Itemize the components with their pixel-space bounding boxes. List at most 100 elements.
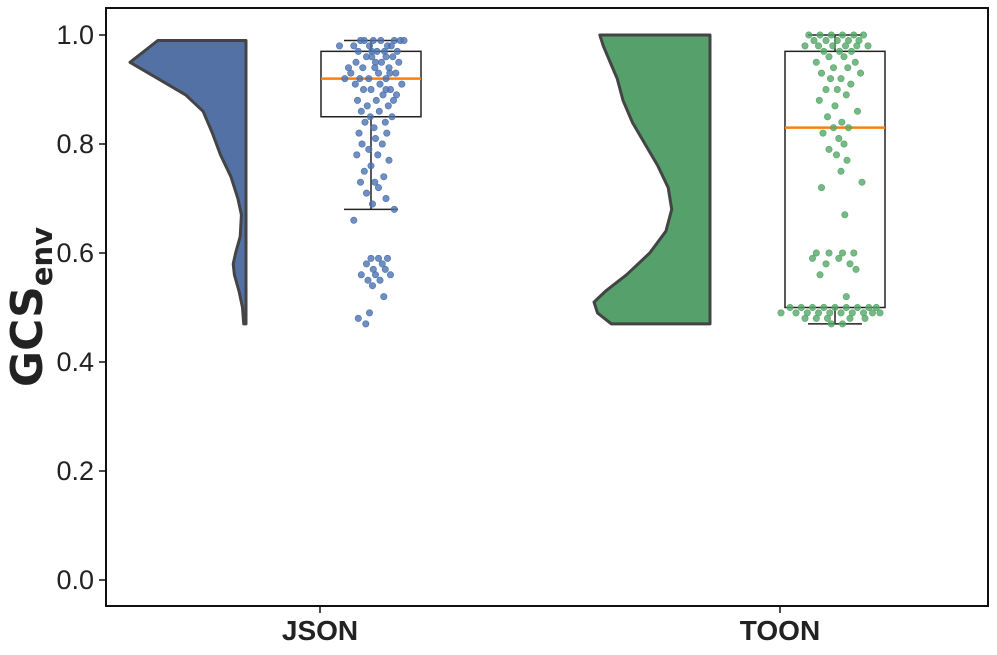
point-json [383, 129, 391, 137]
point-json [377, 36, 385, 44]
point-toon [825, 145, 833, 153]
point-toon [808, 254, 816, 262]
points-layer [335, 31, 884, 328]
point-toon [850, 31, 858, 39]
point-toon [819, 129, 827, 137]
point-toon [777, 309, 785, 317]
point-json [352, 58, 360, 66]
point-toon [852, 265, 860, 273]
plot-frame [105, 7, 989, 607]
point-json [368, 200, 376, 208]
y-tick-label: 1.0 [56, 20, 94, 50]
point-json [358, 140, 366, 148]
point-json [356, 178, 364, 186]
point-json [359, 64, 367, 72]
point-json [381, 118, 389, 126]
point-toon [842, 293, 850, 301]
point-json [375, 107, 383, 115]
violins-layer [128, 33, 712, 326]
point-toon [856, 69, 864, 77]
point-json [371, 178, 379, 186]
point-json [353, 96, 361, 104]
point-toon [817, 184, 825, 192]
point-toon [816, 271, 824, 279]
point-json [364, 276, 372, 284]
point-json [371, 135, 379, 143]
point-toon [868, 309, 876, 317]
point-toon [826, 75, 834, 83]
point-toon [853, 107, 861, 115]
point-toon [820, 47, 828, 55]
point-toon [837, 75, 845, 83]
point-toon [842, 91, 850, 99]
point-json [372, 96, 380, 104]
point-toon [853, 42, 861, 50]
point-toon [844, 64, 852, 72]
point-toon [812, 58, 820, 66]
point-json [376, 276, 384, 284]
point-json [365, 75, 373, 83]
point-json [371, 58, 379, 66]
point-json [382, 53, 390, 61]
point-json [380, 293, 388, 301]
point-json [365, 145, 373, 153]
point-json [380, 173, 388, 181]
point-toon [820, 303, 828, 311]
point-toon [822, 260, 830, 268]
point-toon [831, 102, 839, 110]
point-toon [843, 156, 851, 164]
point-json [370, 124, 378, 132]
point-json [384, 102, 392, 110]
point-toon [827, 320, 835, 328]
point-toon [846, 260, 854, 268]
point-json [400, 36, 408, 44]
point-toon [812, 314, 820, 322]
point-toon [812, 249, 820, 257]
point-toon [814, 42, 822, 50]
y-axis-title: GCSenv [2, 227, 59, 387]
point-toon [822, 86, 830, 94]
point-json [382, 86, 390, 94]
point-toon [801, 314, 809, 322]
point-toon [801, 42, 809, 50]
point-json [357, 271, 365, 279]
point-toon [829, 42, 837, 50]
point-json [389, 53, 397, 61]
point-json [379, 91, 387, 99]
point-json [390, 36, 398, 44]
point-toon [853, 303, 861, 311]
point-toon [808, 303, 816, 311]
point-toon [829, 124, 837, 132]
point-json [378, 140, 386, 148]
point-json [362, 320, 370, 328]
point-json [357, 107, 365, 115]
point-toon [876, 309, 884, 317]
point-toon [835, 47, 843, 55]
point-json [393, 47, 401, 55]
point-toon [833, 86, 841, 94]
point-toon [810, 36, 818, 44]
point-json [398, 80, 406, 88]
point-toon [817, 69, 825, 77]
point-json [360, 36, 368, 44]
y-tick-label: 0.8 [56, 129, 94, 159]
point-json [351, 80, 359, 88]
point-json [367, 162, 375, 170]
point-json [378, 260, 386, 268]
point-toon [864, 42, 872, 50]
x-tick-label-toon: TOON [740, 615, 820, 646]
point-json [368, 47, 376, 55]
point-json [388, 113, 396, 121]
point-json [382, 75, 390, 83]
point-json [369, 36, 377, 44]
point-json [386, 271, 394, 279]
point-json [335, 42, 343, 50]
point-toon [840, 53, 848, 61]
point-json [356, 75, 364, 83]
point-toon [825, 249, 833, 257]
point-toon [822, 36, 830, 44]
point-json [382, 195, 390, 203]
point-toon [841, 42, 849, 50]
